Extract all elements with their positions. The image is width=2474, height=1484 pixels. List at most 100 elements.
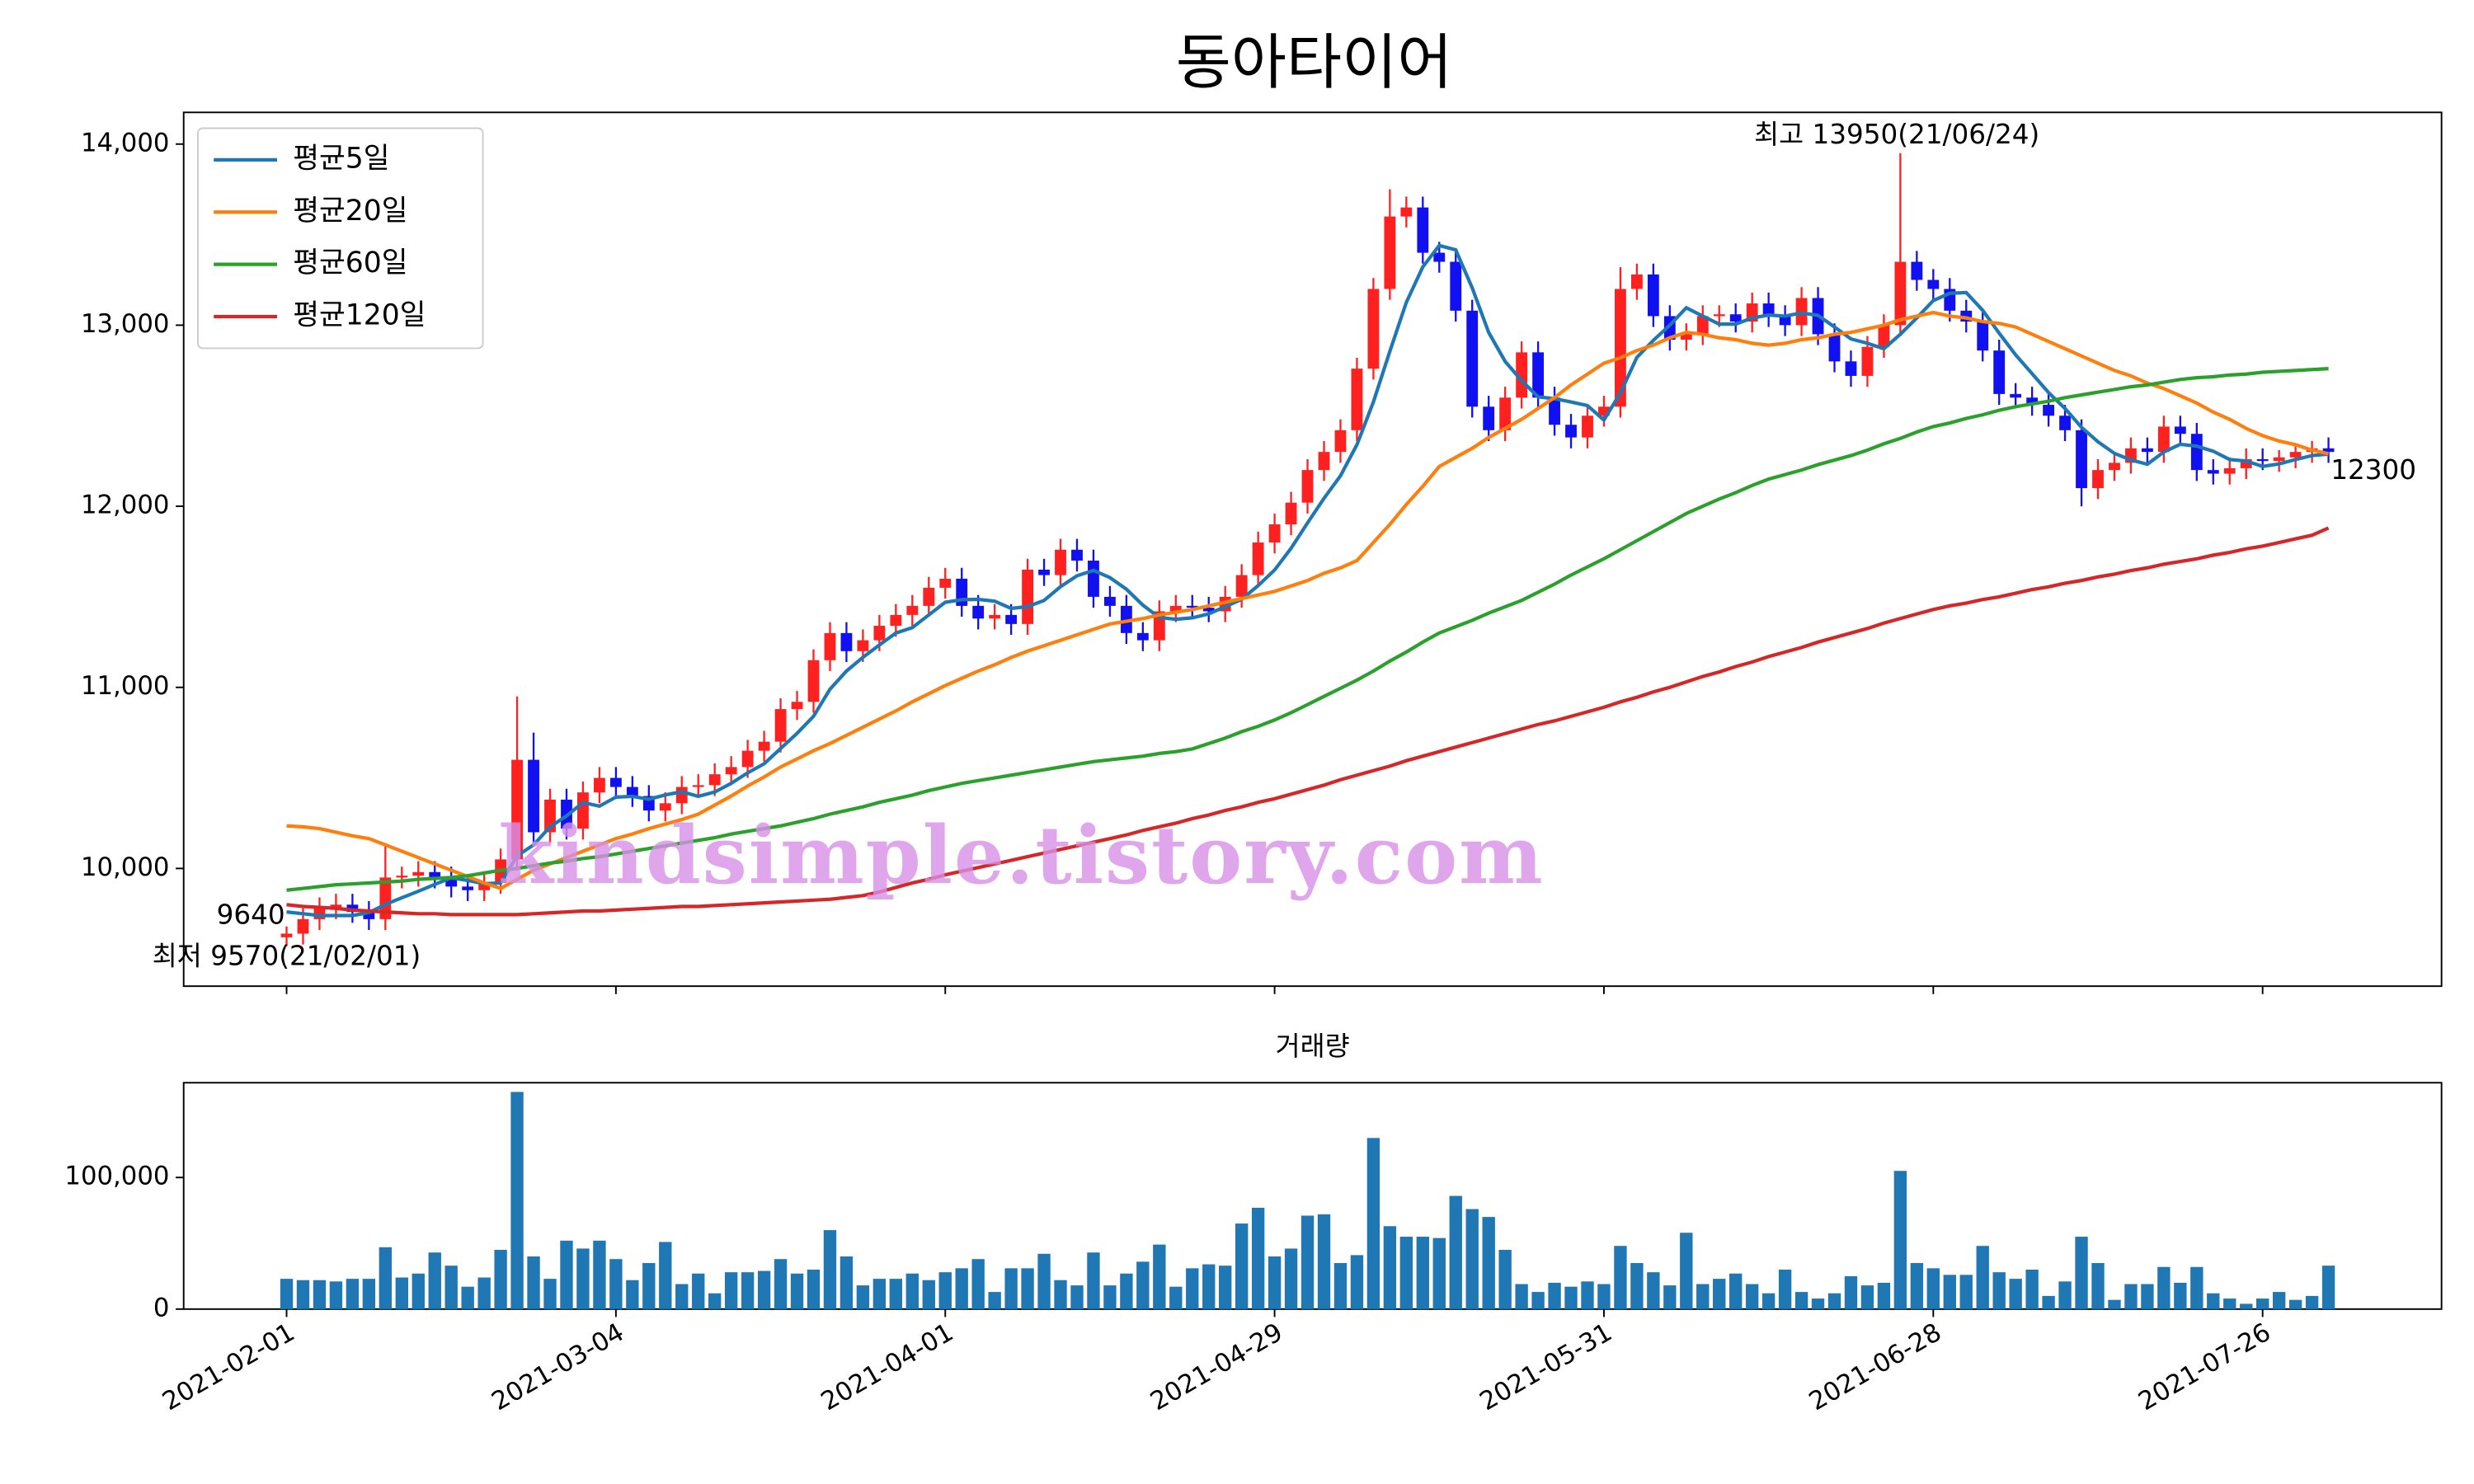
candle-body <box>2026 397 2039 406</box>
volume-bar <box>2223 1298 2236 1309</box>
volume-bar <box>741 1272 755 1309</box>
volume-bar <box>774 1259 788 1309</box>
candle-body <box>594 777 605 793</box>
volume-bar <box>971 1259 985 1309</box>
volume-bar <box>1647 1272 1660 1309</box>
volume-bar <box>2272 1292 2286 1309</box>
candle-body <box>1285 502 1297 525</box>
candle-body <box>1647 274 1659 317</box>
candle-body <box>675 787 688 804</box>
volume-bar <box>1202 1264 1216 1309</box>
volume-bar <box>1630 1262 1644 1309</box>
candle-body <box>528 759 539 833</box>
candle-body <box>1169 605 1182 612</box>
volume-bar <box>724 1272 738 1309</box>
moving-average-line <box>286 310 2330 890</box>
candle-body <box>2256 458 2269 462</box>
candle-body <box>692 785 704 787</box>
candle-body <box>1318 452 1330 471</box>
legend-label: 평균60일 <box>293 247 407 279</box>
candle-body <box>1598 406 1610 416</box>
candle-body <box>1729 314 1742 322</box>
volume-bar <box>1432 1237 1446 1309</box>
volume-bar <box>2058 1281 2072 1309</box>
candle-body <box>1911 261 1923 280</box>
candle-body <box>2289 452 2302 458</box>
chart-title: 동아타이어 <box>1176 28 1453 98</box>
volume-bar <box>1663 1285 1677 1309</box>
candle-body <box>1005 614 1018 624</box>
volume-bar <box>477 1277 491 1309</box>
candle-body <box>1927 279 1940 289</box>
volume-y-tick-label: 100,000 <box>64 1162 169 1191</box>
volume-bar <box>872 1279 887 1309</box>
candle-body <box>1071 549 1083 561</box>
candle-body <box>1104 596 1116 606</box>
candle-body <box>1351 369 1363 430</box>
volume-bar <box>1070 1285 1084 1309</box>
candle-body <box>2174 426 2186 434</box>
y-tick-label: 13,000 <box>81 309 170 339</box>
candle-body <box>989 614 1001 619</box>
candle-body <box>478 882 491 890</box>
volume-bar <box>692 1273 705 1309</box>
volume-bar <box>346 1279 360 1309</box>
volume-bar <box>1910 1262 1924 1309</box>
volume-bar <box>1761 1293 1776 1309</box>
candle-body <box>1235 575 1248 597</box>
candle-body <box>1845 361 1857 376</box>
volume-bar <box>362 1279 376 1309</box>
candle-body <box>2109 463 2120 471</box>
volume-bar <box>2321 1266 2335 1309</box>
volume-bar <box>2091 1262 2105 1309</box>
candle-body <box>2010 393 2022 398</box>
candle-body <box>1301 470 1314 503</box>
volume-title: 거래량 <box>1276 1031 1350 1062</box>
candle-body <box>609 777 622 787</box>
volume-bar <box>988 1292 1001 1309</box>
volume-bar <box>1004 1268 1018 1309</box>
candle-body <box>1499 397 1512 430</box>
volume-bar <box>889 1279 903 1309</box>
volume-bar <box>1827 1293 1841 1309</box>
candle-body <box>2043 405 2055 416</box>
legend-box <box>197 127 484 350</box>
volume-bar <box>494 1250 507 1309</box>
candle-body <box>939 578 952 588</box>
volume-bar <box>1268 1256 1282 1309</box>
volume-bar <box>1037 1253 1051 1309</box>
volume-bar <box>444 1266 458 1309</box>
candle-body <box>840 632 853 651</box>
volume-bar <box>428 1252 441 1309</box>
volume-bar <box>1021 1268 1034 1309</box>
volume-bar <box>1713 1279 1726 1309</box>
volume-bar <box>905 1273 919 1309</box>
low-label: 최저 9570(21/02/01) <box>153 941 421 972</box>
volume-bar <box>1169 1286 1183 1309</box>
volume-bar <box>675 1284 689 1309</box>
candle-body <box>1088 560 1099 597</box>
candle-body <box>445 877 458 887</box>
candle-body <box>1565 425 1577 438</box>
volume-bar <box>395 1277 408 1309</box>
volume-bar <box>2190 1266 2204 1309</box>
volume-bar <box>1548 1282 1561 1309</box>
volume-bar <box>1235 1223 1249 1309</box>
volume-bar <box>1745 1284 1759 1309</box>
volume-bar <box>1300 1215 1315 1309</box>
volume-bar <box>296 1280 310 1309</box>
volume-bar <box>1383 1226 1397 1309</box>
volume-bar <box>2157 1266 2171 1309</box>
volume-bar <box>1350 1255 1364 1309</box>
volume-bar <box>1696 1284 1710 1309</box>
candle-body <box>2141 448 2153 453</box>
volume-bar <box>2207 1293 2220 1309</box>
candle-body <box>2207 470 2219 474</box>
candle-body <box>1450 261 1462 311</box>
candle-body <box>807 660 820 702</box>
volume-bar <box>313 1280 327 1309</box>
volume-bar <box>1186 1268 1199 1309</box>
volume-bar <box>2009 1279 2022 1309</box>
volume-bar <box>642 1262 656 1309</box>
